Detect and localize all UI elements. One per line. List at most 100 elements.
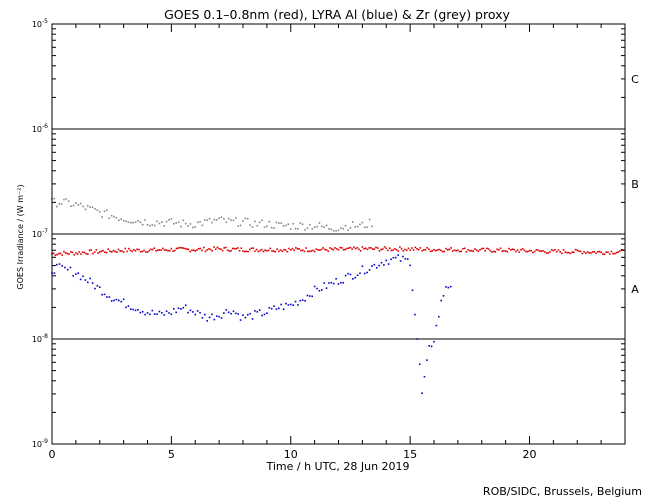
data-point (474, 248, 476, 250)
data-point (110, 214, 113, 217)
data-point (516, 249, 519, 252)
data-point (337, 248, 340, 251)
threshold-lines (52, 128, 625, 340)
data-point (260, 248, 263, 251)
data-point (252, 247, 255, 249)
data-point (122, 298, 125, 301)
data-point (414, 313, 416, 316)
data-point (487, 248, 490, 250)
data-point (392, 256, 395, 259)
data-point (87, 253, 89, 255)
data-point (64, 266, 66, 269)
data-point (503, 250, 505, 252)
x-tick-label: 0 (49, 448, 56, 461)
data-point (156, 220, 158, 223)
data-point (392, 249, 394, 252)
data-point (175, 311, 177, 314)
data-point (603, 253, 606, 256)
data-point (305, 247, 307, 249)
data-point (172, 222, 175, 225)
data-point (278, 222, 280, 224)
data-point (320, 225, 323, 228)
data-point (262, 250, 265, 253)
data-point (438, 248, 440, 251)
data-point (226, 249, 229, 251)
data-point (299, 222, 302, 224)
x-axis-label: Time / h UTC, 28 Jun 2019 (265, 460, 409, 473)
data-point (243, 250, 246, 253)
data-point (246, 217, 249, 220)
data-point (289, 228, 292, 230)
data-point (84, 279, 87, 281)
data-point (223, 218, 225, 220)
data-point (344, 224, 347, 227)
data-point (332, 229, 335, 232)
data-point (482, 247, 485, 250)
data-point (579, 250, 582, 253)
data-point (173, 249, 176, 252)
data-point (363, 272, 366, 275)
y-tick-label: 10-9 (32, 438, 48, 449)
data-point (275, 308, 278, 310)
data-point (194, 250, 197, 252)
data-point (66, 268, 69, 271)
data-point (89, 277, 91, 280)
data-point (73, 253, 75, 256)
data-point (242, 314, 244, 316)
data-point (416, 247, 418, 250)
y-tick-label: 10-5 (32, 18, 48, 29)
data-point (318, 249, 321, 251)
data-point (395, 248, 398, 251)
data-point (313, 250, 316, 253)
data-point (406, 258, 409, 260)
data-point (309, 295, 311, 297)
data-point (206, 320, 208, 322)
data-point (192, 311, 194, 313)
data-point (95, 249, 98, 251)
data-point (213, 246, 215, 248)
data-point (387, 263, 390, 265)
data-point (227, 217, 230, 220)
data-point (409, 264, 411, 267)
data-point (335, 248, 338, 250)
data-point (180, 225, 182, 228)
data-point (204, 250, 207, 253)
data-point (266, 225, 268, 228)
data-point (289, 249, 292, 251)
data-point (354, 226, 357, 228)
data-point (153, 313, 156, 315)
data-point (155, 249, 157, 252)
data-point (363, 247, 365, 250)
data-point (356, 225, 359, 228)
data-point (151, 248, 154, 251)
data-point (429, 250, 432, 253)
data-point (103, 210, 106, 213)
data-point (163, 249, 166, 251)
data-point (297, 227, 299, 230)
data-point (545, 252, 548, 254)
data-point (80, 253, 82, 255)
data-point (249, 224, 251, 226)
data-point (364, 247, 367, 250)
x-tick-label: 5 (168, 448, 175, 461)
data-point (221, 249, 224, 252)
data-point (457, 249, 459, 251)
data-point (211, 221, 213, 224)
data-point (390, 249, 393, 252)
data-point (55, 263, 58, 266)
data-point (404, 258, 407, 260)
data-point (132, 221, 134, 224)
data-point (318, 289, 321, 292)
data-point (311, 228, 314, 230)
data-point (273, 305, 275, 308)
data-point (309, 223, 311, 226)
data-point (275, 221, 278, 224)
data-point (52, 252, 55, 255)
data-point (151, 309, 154, 312)
data-point (201, 249, 203, 252)
data-point (245, 250, 248, 253)
data-point (318, 222, 321, 224)
data-point (83, 251, 86, 254)
data-point (79, 202, 82, 205)
data-point (237, 313, 240, 315)
